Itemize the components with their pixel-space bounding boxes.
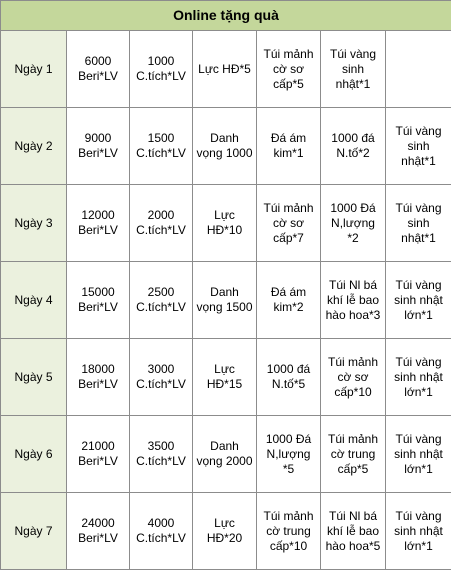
reward-cell: 12000 Beri*LV [66,184,130,262]
reward-cell: Túi vàng sinh nhật lớn*1 [384,415,451,493]
reward-cell: Danh vọng 1000 [192,107,257,185]
reward-cell: Túi mảnh cờ sơ cấp*7 [256,184,321,262]
empty-cell [384,30,451,108]
day-label: Ngày 6 [0,415,67,493]
reward-cell: Đá ám kim*2 [256,261,321,339]
reward-cell: Túi mảnh cờ sơ cấp*10 [320,338,386,416]
reward-cell: 24000 Beri*LV [66,492,130,570]
table-row: Ngày 7 24000 Beri*LV 4000 C.tích*LV Lực HĐ*… [0,492,451,570]
reward-cell: 6000 Beri*LV [66,30,130,108]
reward-cell: Túi vàng sinh nhật*1 [320,30,386,108]
reward-cell: Túi vàng sinh nhật*1 [384,184,451,262]
table-row: Ngày 4 15000 Beri*LV 2500 C.tích*LV Danh vọ… [0,261,451,339]
reward-cell: Túi mảnh cờ trung cấp*10 [256,492,321,570]
reward-cell: Lực HĐ*15 [192,338,257,416]
reward-cell: Lực HĐ*10 [192,184,257,262]
table-title: Online tặng quà [0,0,451,31]
day-label: Ngày 2 [0,107,67,185]
reward-cell: 9000 Beri*LV [66,107,130,185]
reward-cell: 2000 C.tích*LV [129,184,193,262]
table-row: Ngày 2 9000 Beri*LV 1500 C.tích*LV Danh vọn… [0,107,451,185]
table-row: Ngày 5 18000 Beri*LV 3000 C.tích*LV Lực HĐ*… [0,338,451,416]
reward-cell: 1000 Đá N,lượng *5 [256,415,321,493]
reward-cell: Túi mảnh cờ trung cấp*5 [320,415,386,493]
reward-cell: 1000 đá N.tố*2 [320,107,386,185]
reward-cell: Danh vọng 2000 [192,415,257,493]
reward-cell: Danh vọng 1500 [192,261,257,339]
reward-cell: 15000 Beri*LV [66,261,130,339]
reward-cell: Túi vàng sinh nhật lớn*1 [384,492,451,570]
reward-cell: Túi Nl bá khí lễ bao hào hoa*3 [320,261,386,339]
reward-cell: 1000 đá N.tố*5 [256,338,321,416]
reward-cell: Túi vàng sinh nhật lớn*1 [384,338,451,416]
reward-cell: 1000 C.tích*LV [129,30,193,108]
reward-cell: Lực HĐ*20 [192,492,257,570]
table-row: Ngày 3 12000 Beri*LV 2000 C.tích*LV Lực HĐ*… [0,184,451,262]
day-label: Ngày 5 [0,338,67,416]
reward-cell: 21000 Beri*LV [66,415,130,493]
reward-cell: 4000 C.tích*LV [129,492,193,570]
reward-cell: 3000 C.tích*LV [129,338,193,416]
day-label: Ngày 3 [0,184,67,262]
reward-cell: Túi mảnh cờ sơ cấp*5 [256,30,321,108]
table-row: Ngày 6 21000 Beri*LV 3500 C.tích*LV Danh vọ… [0,415,451,493]
reward-cell: 18000 Beri*LV [66,338,130,416]
reward-cell: Lực HĐ*5 [192,30,257,108]
reward-cell: Túi vàng sinh nhật lớn*1 [384,261,451,339]
reward-cell: Túi vàng sinh nhật*1 [384,107,451,185]
table-row: Ngày 1 6000 Beri*LV 1000 C.tích*LV Lực HĐ*5… [0,30,451,108]
reward-cell: 2500 C.tích*LV [129,261,193,339]
day-label: Ngày 7 [0,492,67,570]
reward-cell: 3500 C.tích*LV [129,415,193,493]
reward-cell: 1000 Đá N,lượng *2 [320,184,386,262]
reward-cell: 1500 C.tích*LV [129,107,193,185]
day-label: Ngày 1 [0,30,67,108]
reward-cell: Đá ám kim*1 [256,107,321,185]
day-label: Ngày 4 [0,261,67,339]
reward-cell: Túi Nl bá khí lễ bao hào hoa*5 [320,492,386,570]
